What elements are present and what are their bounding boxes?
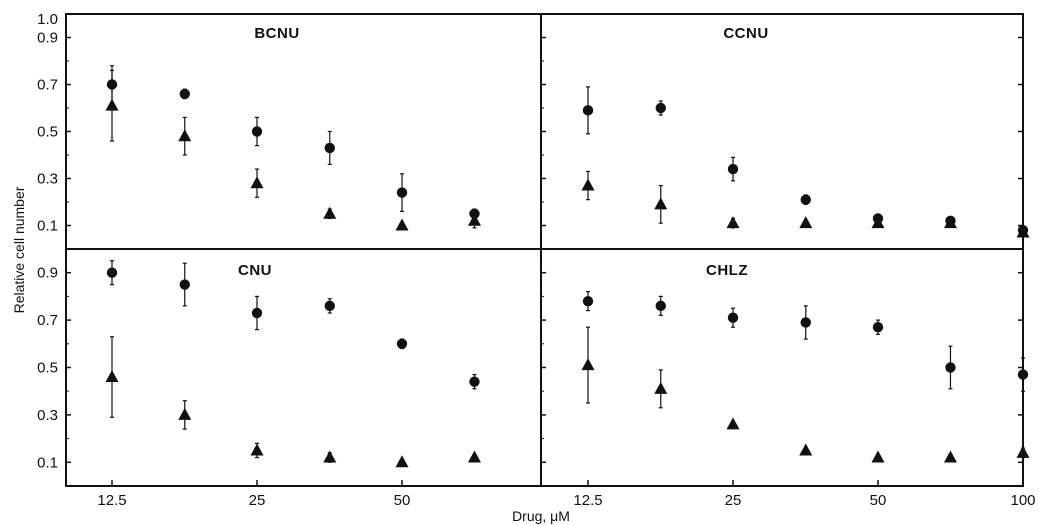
triangle-point <box>395 455 409 468</box>
circle-point <box>251 126 263 137</box>
y-tick-label: 0.7 <box>37 77 58 94</box>
x-axis-title: Drug, μM <box>512 508 570 524</box>
x-tick-label: 12.5 <box>573 492 602 509</box>
triangle-point <box>467 213 481 226</box>
circle-point <box>251 307 263 319</box>
circle-point <box>469 376 480 387</box>
y-tick-label-top: 1.0 <box>37 11 58 28</box>
x-tick-label: 12.5 <box>97 492 126 509</box>
circle-point <box>106 267 118 278</box>
y-tick-label: 0.3 <box>37 407 58 424</box>
x-tick-label: 50 <box>394 492 411 509</box>
circle-point <box>800 194 811 205</box>
x-tick-label: 25 <box>725 492 742 509</box>
circle-point <box>324 142 335 154</box>
y-tick-label: 0.1 <box>37 218 58 235</box>
triangle-point <box>943 216 957 229</box>
circle-point <box>179 279 190 290</box>
triangle-point <box>1016 445 1030 458</box>
circle-point <box>582 295 594 307</box>
y-tick-label: 0.9 <box>37 30 58 47</box>
triangle-point <box>654 197 668 210</box>
circle-point <box>582 105 594 116</box>
marks-layer <box>105 65 1030 468</box>
circle-point <box>179 88 190 100</box>
triangle-point <box>1016 225 1030 238</box>
triangle-point <box>581 358 595 371</box>
panel-title-bcnu: BCNU <box>254 25 299 42</box>
x-tick-label: 100 <box>1010 492 1035 509</box>
circle-point <box>727 312 739 323</box>
y-tick-label: 0.9 <box>37 265 58 282</box>
triangle-point <box>105 98 119 111</box>
circle-point <box>655 300 666 312</box>
y-tick-label: 0.3 <box>37 171 58 188</box>
triangle-point <box>105 369 119 382</box>
triangle-point <box>871 216 885 229</box>
ticks-layer: 0.1 0.3 0.5 0.7 0.9 0.1 0.3 0.5 0.7 0.9 12.5 25 50 12… <box>37 30 1035 510</box>
y-axis-title: Relative cell number <box>11 186 27 313</box>
panel-title-ccnu: CCNU <box>723 25 768 42</box>
circle-point <box>945 362 956 373</box>
triangle-point <box>799 443 813 456</box>
circle-point <box>727 163 739 175</box>
triangle-point <box>726 216 740 229</box>
triangle-point <box>581 178 595 191</box>
y-tick-label: 0.7 <box>37 312 58 329</box>
triangle-point <box>178 407 192 420</box>
triangle-point <box>654 381 668 394</box>
triangle-point <box>726 417 740 430</box>
circle-point <box>396 187 408 198</box>
triangle-point <box>871 450 885 463</box>
triangle-point <box>323 450 337 463</box>
triangle-point <box>799 216 813 229</box>
x-tick-label: 25 <box>249 492 266 509</box>
triangle-point <box>323 206 337 219</box>
circle-point <box>800 317 811 328</box>
triangle-point <box>250 443 264 456</box>
circle-point <box>1017 369 1029 380</box>
circle-point <box>396 338 408 349</box>
y-tick-label: 0.5 <box>37 124 58 141</box>
circle-point <box>872 322 884 333</box>
triangle-point <box>250 176 264 189</box>
panel-title-cnu: CNU <box>238 262 272 279</box>
y-tick-label: 0.5 <box>37 360 58 377</box>
circle-point <box>655 102 666 114</box>
triangle-point <box>395 218 409 231</box>
triangle-point <box>467 450 481 463</box>
triangle-point <box>178 129 192 142</box>
panel-title-chlz: CHLZ <box>706 262 748 279</box>
circle-point <box>324 300 335 312</box>
triangle-point <box>943 450 957 463</box>
x-tick-label: 50 <box>870 492 887 509</box>
y-tick-label: 0.1 <box>37 454 58 471</box>
